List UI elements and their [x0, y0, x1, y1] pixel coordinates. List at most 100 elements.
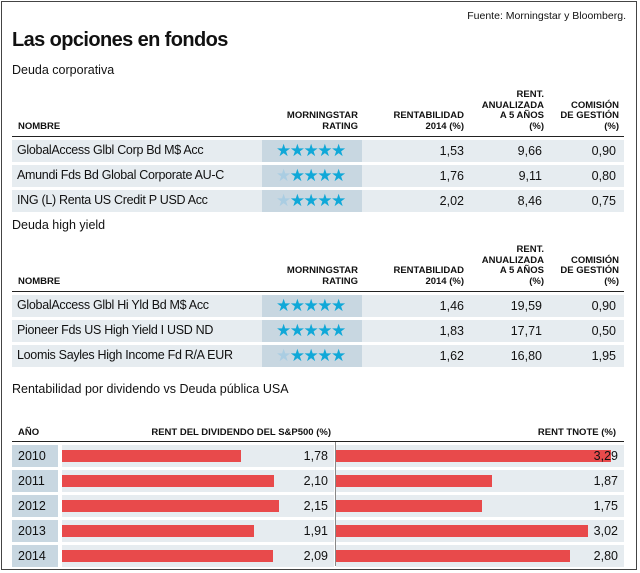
star-filled-icon: ★: [289, 296, 305, 315]
year-label: 2013: [12, 520, 58, 542]
header-comision: COMISIÓN DE GESTIÓN (%): [560, 254, 619, 287]
rating-cell: ★★★★★: [262, 345, 362, 367]
rentabilidad-value: 1,53: [439, 144, 464, 158]
star-filled-icon: ★: [289, 166, 305, 185]
star-filled-icon: ★: [317, 296, 332, 315]
star-filled-icon: ★: [303, 141, 319, 160]
tnote-panel: 3,29: [336, 445, 624, 467]
tnote-panel: 1,87: [336, 470, 624, 492]
table-header: NOMBRE MORNINGSTAR RATING RENTABILIDAD 2014 …: [12, 235, 624, 292]
chart-row: 2011 2,10 1,87: [12, 470, 624, 492]
tnote-panel: 1,75: [336, 495, 624, 517]
fund-table-high-yield: NOMBRE MORNINGSTAR RATING RENTABILIDAD 2014 …: [12, 235, 624, 367]
fund-table-corporativa: NOMBRE MORNINGSTAR RATING RENTABILIDAD 2014 …: [12, 80, 624, 212]
rentabilidad-value: 1,62: [439, 349, 464, 363]
tnote-value: 3,02: [593, 524, 618, 538]
source-note: Fuente: Morningstar y Bloomberg.: [467, 10, 626, 22]
chart-row: 2013 1,91 3,02: [12, 520, 624, 542]
star-filled-icon: ★: [289, 321, 305, 340]
header-rentabilidad: RENTABILIDAD 2014 (%): [393, 265, 464, 287]
category-header: AÑO: [18, 427, 40, 438]
comision-value: 0,90: [591, 144, 616, 158]
rentabilidad-value: 2,02: [439, 194, 464, 208]
dividend-value: 2,10: [303, 474, 328, 488]
header-rentabilidad: RENTABILIDAD 2014 (%): [393, 110, 464, 132]
star-filled-icon: ★: [331, 141, 346, 160]
dividend-value: 2,09: [303, 549, 328, 563]
rating-cell: ★★★★★: [262, 320, 362, 342]
section-title-corporativa: Deuda corporativa: [12, 63, 115, 77]
fund-name: Amundi Fds Bd Global Corporate AU-C: [17, 168, 224, 182]
comision-value: 0,75: [591, 194, 616, 208]
star-rating: ★★★★★: [276, 191, 346, 211]
star-filled-icon: ★: [289, 346, 305, 365]
star-filled-icon: ★: [331, 191, 346, 210]
anualizada-value: 16,80: [510, 349, 542, 363]
dividend-panel: 2,09: [62, 545, 334, 567]
tnote-bar: [336, 500, 482, 512]
table-row: GlobalAccess Glbl Corp Bd M$ Acc ★★★★★ 1,5…: [12, 140, 624, 162]
comision-value: 0,90: [591, 299, 616, 313]
star-rating: ★★★★★: [276, 141, 346, 161]
star-empty-icon: ★: [276, 166, 291, 185]
anualizada-value: 17,71: [510, 324, 542, 338]
tnote-value: 1,87: [593, 474, 618, 488]
comision-value: 0,80: [591, 169, 616, 183]
rating-cell: ★★★★★: [262, 190, 362, 212]
year-label: 2011: [12, 470, 58, 492]
table-row: Pioneer Fds US High Yield I USD ND ★★★★★ 1…: [12, 320, 624, 342]
dividend-bar: [62, 550, 273, 562]
dividend-bar: [62, 475, 274, 487]
tnote-panel: 2,80: [336, 545, 624, 567]
anualizada-value: 19,59: [510, 299, 542, 313]
table-row: Loomis Sayles High Income Fd R/A EUR ★★★★…: [12, 345, 624, 367]
tnote-bar: [336, 525, 588, 537]
rentabilidad-value: 1,76: [439, 169, 464, 183]
comision-value: 0,50: [591, 324, 616, 338]
header-name: NOMBRE: [18, 120, 61, 132]
chart-divider: [335, 442, 336, 566]
fund-name: ING (L) Renta US Credit P USD Acc: [17, 193, 208, 207]
table-row: GlobalAccess Glbl Hi Yld Bd M$ Acc ★★★★★ 1…: [12, 295, 624, 317]
header-rating: MORNINGSTAR RATING: [286, 265, 358, 287]
anualizada-value: 8,46: [517, 194, 542, 208]
anualizada-value: 9,11: [518, 169, 542, 183]
dividend-panel: 2,15: [62, 495, 334, 517]
year-label: 2014: [12, 545, 58, 567]
rating-cell: ★★★★★: [262, 165, 362, 187]
star-empty-icon: ★: [276, 191, 291, 210]
star-filled-icon: ★: [276, 321, 291, 340]
anualizada-value: 9,66: [517, 144, 542, 158]
dividend-panel: 1,78: [62, 445, 334, 467]
tnote-value: 3,29: [593, 449, 618, 463]
star-filled-icon: ★: [317, 191, 332, 210]
dividend-value: 2,15: [303, 499, 328, 513]
star-filled-icon: ★: [331, 321, 346, 340]
star-filled-icon: ★: [289, 191, 305, 210]
star-filled-icon: ★: [317, 321, 332, 340]
tnote-bar: [336, 475, 492, 487]
star-filled-icon: ★: [303, 346, 319, 365]
table-header: NOMBRE MORNINGSTAR RATING RENTABILIDAD 2014 …: [12, 80, 624, 137]
star-filled-icon: ★: [303, 166, 319, 185]
header-name: NOMBRE: [18, 275, 61, 287]
series-header-tnote: RENT TNOTE (%): [537, 427, 616, 438]
star-filled-icon: ★: [276, 141, 291, 160]
dividend-panel: 1,91: [62, 520, 334, 542]
dividend-value: 1,91: [303, 524, 328, 538]
dividend-panel: 2,10: [62, 470, 334, 492]
header-rating: MORNINGSTAR RATING: [286, 110, 358, 132]
star-rating: ★★★★★: [276, 321, 346, 341]
header-anualizada: RENT. ANUALIZADA A 5 AÑOS (%): [481, 244, 544, 287]
chart-row: 2014 2,09 2,80: [12, 545, 624, 567]
fund-name: GlobalAccess Glbl Corp Bd M$ Acc: [17, 143, 204, 157]
star-filled-icon: ★: [303, 296, 319, 315]
dividend-value: 1,78: [303, 449, 328, 463]
chart-row: 2012 2,15 1,75: [12, 495, 624, 517]
header-anualizada: RENT. ANUALIZADA A 5 AÑOS (%): [481, 89, 544, 132]
star-rating: ★★★★★: [276, 296, 346, 316]
table-row: ING (L) Renta US Credit P USD Acc ★★★★★ 2,…: [12, 190, 624, 212]
rentabilidad-value: 1,83: [439, 324, 464, 338]
star-filled-icon: ★: [289, 141, 305, 160]
